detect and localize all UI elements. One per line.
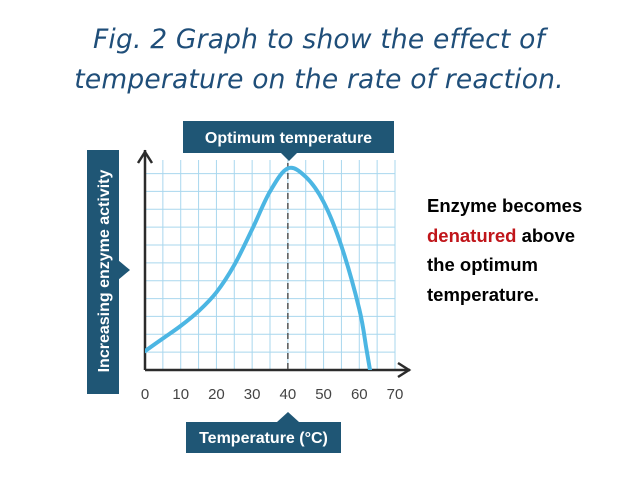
x-axis-label-pointer bbox=[277, 412, 299, 422]
callout-line-1: Enzyme becomes bbox=[427, 195, 583, 216]
optimum-label-pointer bbox=[280, 152, 298, 161]
y-axis-arrow bbox=[136, 149, 154, 164]
x-axis-label-box: Temperature (°C) bbox=[186, 412, 341, 453]
y-axis-label: Increasing enzyme activity bbox=[96, 170, 113, 373]
x-tick-label: 60 bbox=[351, 386, 368, 403]
x-axis-label-bg bbox=[186, 422, 341, 453]
x-axis-label: Temperature (°C) bbox=[199, 430, 328, 447]
y-axis-label-bg bbox=[87, 150, 119, 394]
denatured-highlight: denatured bbox=[427, 224, 517, 246]
title-line-2: temperature on the rate of reaction. bbox=[74, 64, 564, 95]
x-tick-label: 10 bbox=[172, 386, 189, 403]
curve-layer bbox=[145, 165, 372, 370]
x-tick-label: 0 bbox=[141, 386, 149, 403]
title-line-1: Fig. 2 Graph to show the effect of bbox=[92, 24, 546, 55]
x-tick-label: 50 bbox=[315, 386, 332, 403]
y-axis-label-box: Increasing enzyme activity bbox=[87, 150, 130, 394]
optimum-label-bg bbox=[183, 121, 394, 153]
axes bbox=[136, 149, 412, 379]
x-tick-labels: 0 10 20 30 40 50 60 70 bbox=[141, 386, 404, 403]
callout-line-4: temperature. bbox=[427, 283, 540, 305]
callout-line-2: denatured above bbox=[427, 221, 632, 251]
x-tick-label: 70 bbox=[387, 386, 404, 403]
x-axis-arrow bbox=[397, 361, 412, 379]
optimum-label-text: Optimum temperature bbox=[205, 130, 372, 147]
callout-line-3: the optimum bbox=[427, 254, 538, 275]
optimum-label-box: Optimum temperature bbox=[183, 121, 394, 161]
denatured-callout: Enzyme becomes denatured above the optim… bbox=[427, 191, 632, 309]
figure-title: Fig. 2 Graph to show the effect of tempe… bbox=[0, 20, 638, 100]
callout-line-2-rest: above bbox=[516, 224, 576, 246]
x-tick-label: 40 bbox=[280, 386, 297, 403]
activity-curve bbox=[145, 165, 372, 370]
y-axis-label-pointer bbox=[118, 260, 130, 280]
x-tick-label: 20 bbox=[208, 386, 225, 403]
x-tick-label: 30 bbox=[244, 386, 261, 403]
